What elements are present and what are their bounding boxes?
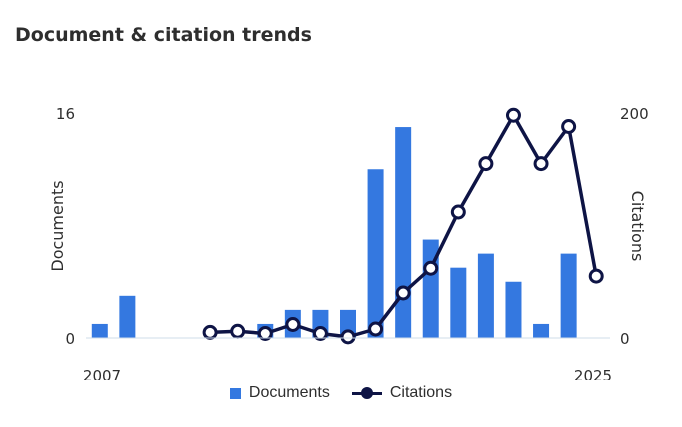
legend-item-citations[interactable]: Citations: [351, 384, 453, 402]
documents-bar[interactable]: [91, 323, 108, 338]
documents-bar[interactable]: [560, 253, 577, 338]
legend-label-citations: Citations: [389, 384, 453, 401]
citations-point[interactable]: [257, 326, 273, 341]
left-axis-max-label: 16: [56, 105, 75, 123]
citations-point[interactable]: [395, 285, 411, 301]
right-axis-title: Citations: [628, 191, 647, 262]
citations-swatch: [351, 387, 382, 399]
citations-point[interactable]: [588, 268, 604, 284]
documents-bar[interactable]: [477, 253, 494, 338]
citations-point[interactable]: [230, 323, 246, 339]
citations-point[interactable]: [478, 156, 494, 172]
documents-swatch: [229, 387, 241, 399]
chart-axes: 16 0 200 0 2007 2025 Documents Citations: [48, 105, 649, 380]
chart-title: Document & citation trends: [15, 24, 312, 46]
citations-point[interactable]: [202, 324, 218, 340]
left-axis-min-label: 0: [65, 330, 75, 348]
documents-bars: [91, 127, 577, 338]
documents-bar[interactable]: [367, 169, 384, 338]
citations-point[interactable]: [285, 317, 301, 332]
citations-point[interactable]: [450, 204, 466, 220]
x-axis-start-label: 2007: [83, 367, 121, 380]
right-axis-max-label: 200: [620, 105, 649, 123]
right-axis-min-label: 0: [620, 330, 630, 348]
citations-point[interactable]: [340, 329, 356, 345]
documents-bar[interactable]: [450, 267, 467, 338]
citations-point[interactable]: [312, 326, 328, 341]
citations-point[interactable]: [533, 156, 549, 172]
document-citation-chart: 16 0 200 0 2007 2025 Documents Citations: [48, 105, 649, 380]
left-axis-title: Documents: [48, 180, 67, 271]
legend-item-documents[interactable]: Documents: [229, 384, 330, 402]
citations-point[interactable]: [505, 107, 521, 123]
documents-bar[interactable]: [505, 281, 522, 338]
documents-bar[interactable]: [395, 127, 412, 338]
legend-label-documents: Documents: [248, 384, 330, 401]
x-axis-end-label: 2025: [574, 367, 612, 380]
citations-point[interactable]: [423, 260, 439, 276]
citations-point[interactable]: [561, 119, 577, 134]
citations-point[interactable]: [368, 321, 384, 337]
chart-legend: Documents Citations: [0, 384, 682, 402]
documents-bar[interactable]: [533, 323, 550, 338]
documents-bar[interactable]: [119, 295, 136, 338]
